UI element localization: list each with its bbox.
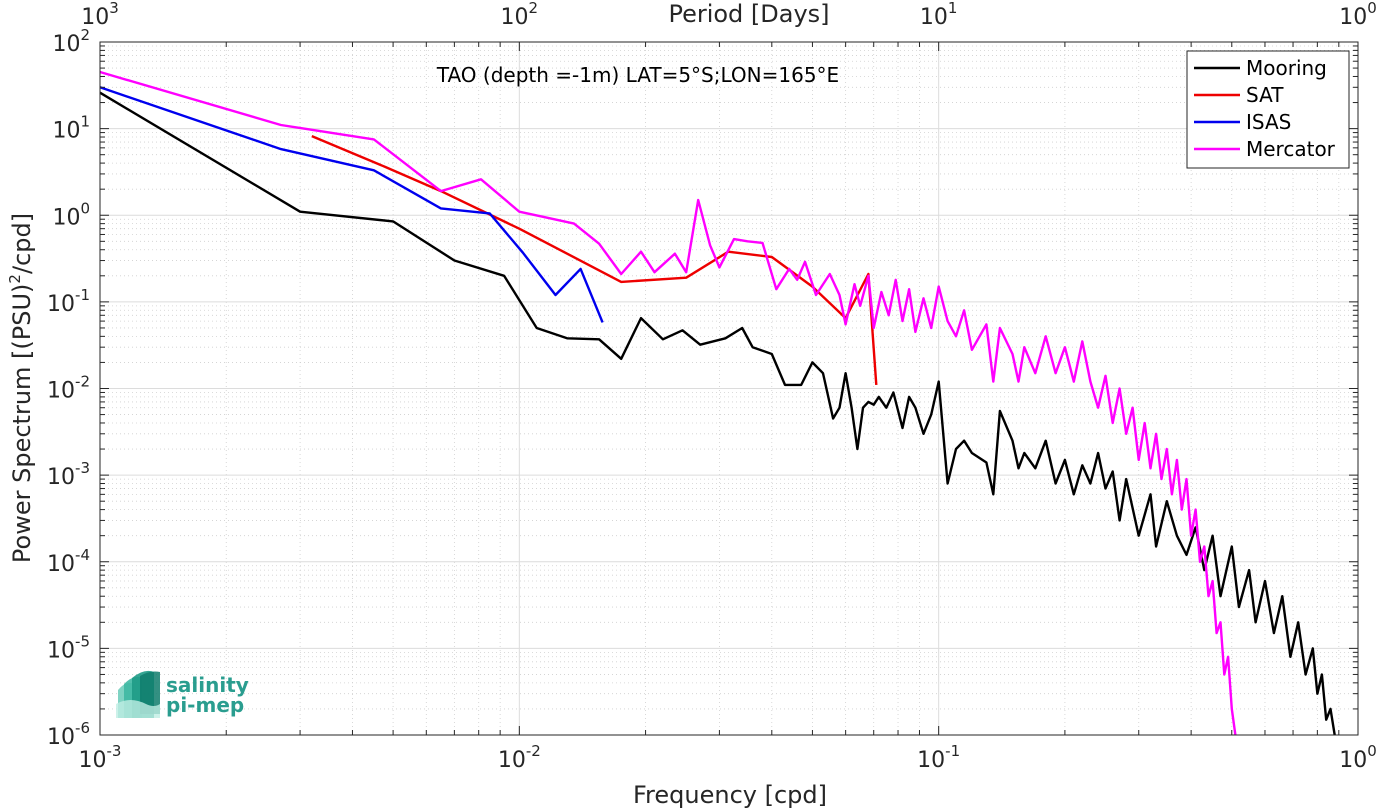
legend-label-mooring: Mooring bbox=[1246, 56, 1327, 80]
y-tick-label: 102 bbox=[52, 26, 90, 57]
y-tick-label-base: 10 bbox=[47, 465, 75, 490]
top-tick-label-base: 10 bbox=[920, 5, 948, 30]
series-layer bbox=[99, 70, 1336, 736]
x-tick-label-base: 10 bbox=[79, 748, 107, 773]
top-tick-label-exponent: 1 bbox=[948, 0, 958, 17]
chart-title: TAO (depth =-1m) LAT=5°S;LON=165°E bbox=[436, 63, 839, 87]
y-tick-label-exponent: 2 bbox=[80, 26, 90, 44]
series-line-mooring bbox=[99, 91, 1336, 736]
y-tick-label-base: 10 bbox=[52, 32, 80, 57]
top-tick-label: 103 bbox=[81, 0, 119, 30]
legend-label-isas: ISAS bbox=[1246, 110, 1291, 134]
y-tick-label: 10-4 bbox=[47, 546, 90, 577]
top-tick-label: 102 bbox=[501, 0, 539, 30]
y-tick-label: 101 bbox=[52, 113, 90, 144]
tick-marks bbox=[99, 41, 1359, 736]
y-tick-label-base: 10 bbox=[47, 292, 75, 317]
top-tick-label-base: 10 bbox=[1339, 5, 1367, 30]
top-tick-label-exponent: 3 bbox=[109, 0, 119, 17]
top-tick-label-exponent: 2 bbox=[529, 0, 539, 17]
y-tick-label-exponent: 0 bbox=[80, 199, 90, 217]
x-axis-label: Frequency [cpd] bbox=[633, 781, 827, 809]
x-tick-label-base: 10 bbox=[1339, 748, 1367, 773]
legend-label-sat: SAT bbox=[1246, 83, 1284, 107]
y-tick-label-base: 10 bbox=[47, 638, 75, 663]
y-tick-label-base: 10 bbox=[47, 725, 75, 750]
x-tick-label: 10-2 bbox=[498, 742, 541, 773]
y-tick-label: 10-2 bbox=[47, 373, 90, 404]
legend: Mooring SAT ISAS Mercator bbox=[1186, 50, 1350, 169]
y-tick-label-exponent: -2 bbox=[75, 373, 90, 391]
y-tick-label: 10-5 bbox=[47, 632, 90, 663]
x-tick-label-base: 10 bbox=[498, 748, 526, 773]
series-line-isas bbox=[99, 86, 604, 323]
top-tick-label-base: 10 bbox=[81, 5, 109, 30]
x-tick-label-exponent: -2 bbox=[526, 742, 541, 760]
logo-waves-icon bbox=[116, 670, 160, 718]
y-tick-label-exponent: -3 bbox=[75, 459, 90, 477]
top-tick-label-exponent: 0 bbox=[1367, 0, 1377, 17]
top-tick-label: 100 bbox=[1339, 0, 1377, 30]
top-tick-label: 101 bbox=[920, 0, 958, 30]
logo-line-1: salinity bbox=[166, 673, 249, 697]
y-axis-label-main: Power Spectrum [(PSU) bbox=[8, 284, 36, 563]
logo-line-2: pi-mep bbox=[166, 693, 244, 717]
y-axis-label: Power Spectrum [(PSU)2/cpd] bbox=[6, 213, 36, 563]
y-tick-label-exponent: -1 bbox=[75, 286, 90, 304]
y-tick-label-base: 10 bbox=[47, 552, 75, 577]
series-line-mercator bbox=[99, 70, 1237, 736]
x-tick-label: 10-3 bbox=[79, 742, 122, 773]
x-tick-label-base: 10 bbox=[917, 748, 945, 773]
top-tick-label-base: 10 bbox=[501, 5, 529, 30]
legend-entries: Mooring SAT ISAS Mercator bbox=[1194, 56, 1336, 161]
y-tick-label: 10-6 bbox=[47, 719, 90, 750]
x-tick-label-exponent: -3 bbox=[107, 742, 122, 760]
y-tick-label-exponent: 1 bbox=[80, 113, 90, 131]
x-tick-label-exponent: -1 bbox=[945, 742, 960, 760]
y-tick-label: 10-1 bbox=[47, 286, 90, 317]
y-axis-label-unit: /cpd] bbox=[8, 213, 36, 274]
x-tick-label-exponent: 0 bbox=[1367, 742, 1377, 760]
y-tick-label-exponent: -5 bbox=[75, 632, 90, 650]
top-axis-label: Period [Days] bbox=[668, 0, 829, 28]
y-tick-label-exponent: -4 bbox=[75, 546, 90, 564]
y-tick-label: 100 bbox=[52, 199, 90, 230]
legend-label-mercator: Mercator bbox=[1246, 137, 1336, 161]
y-tick-label: 10-3 bbox=[47, 459, 90, 490]
x-tick-label: 10-1 bbox=[917, 742, 960, 773]
y-tick-label-base: 10 bbox=[52, 205, 80, 230]
y-tick-label-base: 10 bbox=[52, 119, 80, 144]
x-tick-label: 100 bbox=[1339, 742, 1377, 773]
y-tick-label-base: 10 bbox=[47, 379, 75, 404]
salinity-pi-mep-logo: salinity pi-mep bbox=[116, 670, 249, 718]
y-tick-label-exponent: -6 bbox=[75, 719, 90, 737]
y-axis-label-exponent: 2 bbox=[6, 274, 24, 284]
minor-grid bbox=[100, 42, 1358, 735]
